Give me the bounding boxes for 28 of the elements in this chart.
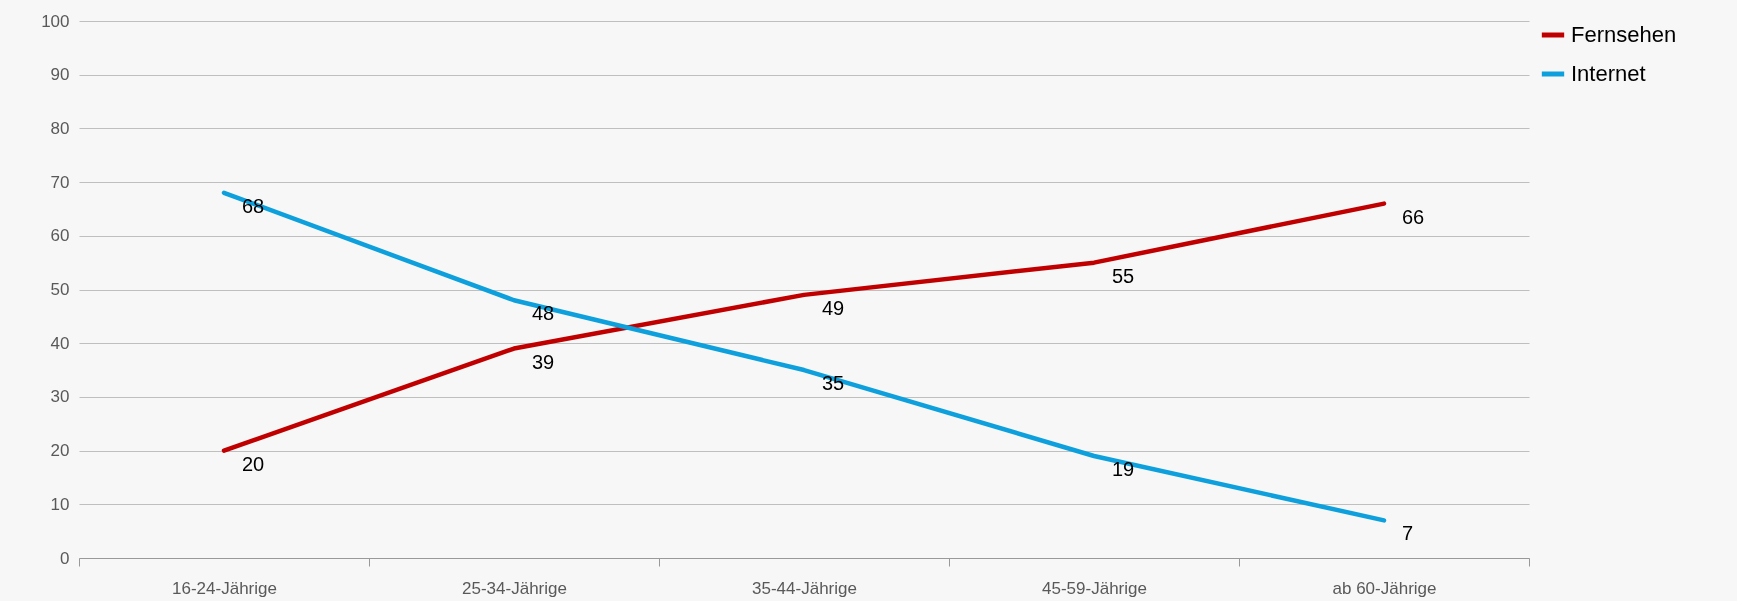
y-tick-label: 70 <box>50 172 70 192</box>
data-label: 66 <box>1402 205 1425 228</box>
y-tick-label: 30 <box>50 387 70 407</box>
y-tick-label: 50 <box>50 280 70 299</box>
y-tick-label: 80 <box>50 118 70 138</box>
data-label: 55 <box>1112 264 1135 287</box>
y-tick-label: 60 <box>50 226 70 246</box>
x-tick-label: 45-59-Jährige <box>1042 578 1147 598</box>
data-label: 48 <box>532 302 555 325</box>
y-tick-label: 40 <box>50 333 70 353</box>
data-label: 39 <box>532 350 555 373</box>
x-tick-label: 25-34-Jährige <box>462 578 567 598</box>
legend-label: Fernsehen <box>1571 22 1677 47</box>
data-label: 7 <box>1402 522 1414 545</box>
y-tick-label: 90 <box>50 65 70 85</box>
y-tick-label: 0 <box>60 548 70 568</box>
y-tick-label: 10 <box>50 494 70 514</box>
x-tick-label: 16-24-Jährige <box>172 578 277 598</box>
line-series <box>221 190 1387 523</box>
data-label: 20 <box>242 452 265 475</box>
line-series <box>221 201 1387 453</box>
x-tick-label: ab 60-Jährige <box>1332 578 1437 598</box>
data-label: 49 <box>822 296 845 319</box>
y-tick-label: 20 <box>50 441 70 461</box>
legend-label: Internet <box>1571 61 1646 86</box>
data-label: 19 <box>1112 457 1135 480</box>
y-tick-label: 100 <box>41 11 70 31</box>
x-tick-label: 35-44-Jährige <box>752 578 857 598</box>
